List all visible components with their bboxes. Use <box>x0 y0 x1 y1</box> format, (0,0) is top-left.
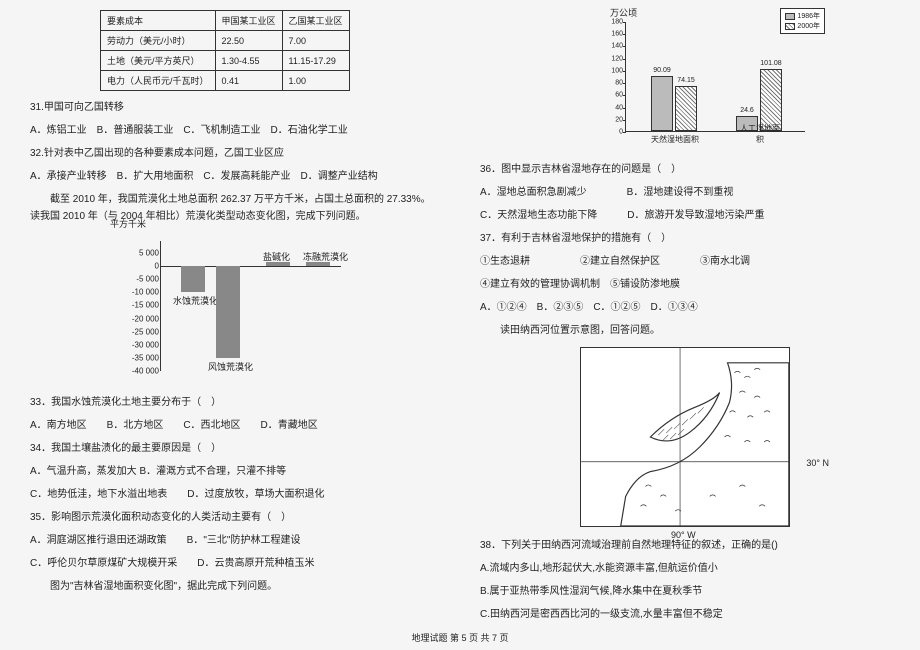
chart2-bar <box>760 69 782 131</box>
q32-opts: A．承接产业转移 B．扩大用地面积 C．发展高耗能产业 D．调整产业结构 <box>30 168 440 185</box>
q33-opts: A．南方地区 B．北方地区 C．西北地区 D．青藏地区 <box>30 417 440 434</box>
desertification-chart: 平方千米 5 0000-5 000-10 000-15 000-20 000-2… <box>30 231 440 384</box>
th: 要素成本 <box>101 11 216 31</box>
q35-stem: 35．影响图示荒漠化面积动态变化的人类活动主要有（ ） <box>30 509 440 526</box>
chart2-tick: 0 <box>598 129 623 136</box>
chart1-tick: -30 000 <box>121 340 159 349</box>
chart1-bar-label: 水蚀荒漠化 <box>173 294 218 307</box>
q34-stem: 34．我国土壤盐渍化的最主要原因是（ ） <box>30 440 440 457</box>
map-svg <box>581 348 789 526</box>
q38-b: B.属于亚热带季风性湿润气候,降水集中在夏秋季节 <box>480 583 890 600</box>
q36-optsB: C．天然湿地生态功能下降 D．旅游开发导致湿地污染严重 <box>480 207 890 224</box>
q32-stem: 32.针对表中乙国出现的各种要素成本问题，乙国工业区应 <box>30 145 440 162</box>
td: 1.30-4.55 <box>215 51 282 71</box>
chart1-tick: -10 000 <box>121 288 159 297</box>
passage1: 截至 2010 年，我国荒漠化土地总面积 262.37 万平方千米，占国土总面积… <box>30 191 440 225</box>
q34-opts: A．气温升高，蒸发加大 B．灌溉方式不合理，只灌不排等 <box>30 463 440 480</box>
chart2-bar-value: 101.08 <box>760 60 781 67</box>
chart2-tick: 160 <box>598 31 623 38</box>
chart2-tick: 140 <box>598 43 623 50</box>
q37-opts: A．①②④ B．②③⑤ C．①②⑤ D．①③④ <box>480 299 890 316</box>
td: 22.50 <box>215 31 282 51</box>
q36-optsA: A．湿地总面积急剧减少 B．湿地建设得不到重视 <box>480 184 890 201</box>
legend-swatch-1986 <box>785 13 795 20</box>
q38-a: A.流域内多山,地形起伏大,水能资源丰富,但航运价值小 <box>480 560 890 577</box>
td: 土地（美元/平方英尺） <box>101 51 216 71</box>
chart1-bar-label: 风蚀荒漠化 <box>208 360 253 373</box>
q34-opts2: C．地势低洼，地下水溢出地表 D．过度放牧，草场大面积退化 <box>30 486 440 503</box>
chart2-bar-value: 90.09 <box>653 67 671 74</box>
page-footer: 地理试题 第 5 页 共 7 页 <box>0 631 920 644</box>
chart2-tick: 120 <box>598 55 623 62</box>
wetland-chart: 万公顷 1986年 2000年 180160140120100806040200… <box>480 10 890 153</box>
chart1-tick: 5 000 <box>121 248 159 257</box>
chart2-xlabel: 人工湿地面积 <box>738 123 783 145</box>
chart1-tick: -5 000 <box>121 275 159 284</box>
q38-c: C.田纳西河是密西西比河的一级支流,水量丰富但不稳定 <box>480 606 890 623</box>
chart1-bar-label: 盐碱化 <box>263 250 290 263</box>
chart1-ylabel: 平方千米 <box>110 217 146 230</box>
td: 电力（人民币元/千瓦时） <box>101 71 216 91</box>
chart1-tick: -25 000 <box>121 327 159 336</box>
chart2-bar <box>651 76 673 131</box>
chart2-tick: 100 <box>598 67 623 74</box>
chart1-tick: -20 000 <box>121 314 159 323</box>
td: 劳动力（美元/小时） <box>101 31 216 51</box>
right-column: 万公顷 1986年 2000年 180160140120100806040200… <box>460 0 920 650</box>
chart2-tick: 40 <box>598 104 623 111</box>
chart1-tick: -15 000 <box>121 301 159 310</box>
th: 乙国某工业区 <box>282 11 349 31</box>
th: 甲国某工业区 <box>215 11 282 31</box>
chart2-bar <box>675 86 697 131</box>
left-column: 要素成本 甲国某工业区 乙国某工业区 劳动力（美元/小时） 22.50 7.00… <box>0 0 460 650</box>
chart1-bar <box>181 266 205 292</box>
q33-stem: 33．我国水蚀荒漠化土地主要分布于（ ） <box>30 394 440 411</box>
chart2-ylabel: 万公顷 <box>610 6 637 19</box>
chart1-tick: -40 000 <box>121 367 159 376</box>
td: 1.00 <box>282 71 349 91</box>
q37-line2: ④建立有效的管理协调机制 ⑤铺设防渗地膜 <box>480 276 890 293</box>
caption-left: 图为"吉林省湿地面积变化图"，据此完成下列问题。 <box>30 578 440 595</box>
caption-right: 读田纳西河位置示意图，回答问题。 <box>480 322 890 339</box>
map-lon: 90° W <box>671 530 696 540</box>
td: 11.15-17.29 <box>282 51 349 71</box>
q37-line1: ①生态退耕 ②建立自然保护区 ③南水北调 <box>480 253 890 270</box>
td: 7.00 <box>282 31 349 51</box>
legend-label: 1986年 <box>797 13 820 20</box>
chart2-xlabel: 天然湿地面积 <box>651 134 699 145</box>
chart2-tick: 20 <box>598 116 623 123</box>
cost-table: 要素成本 甲国某工业区 乙国某工业区 劳动力（美元/小时） 22.50 7.00… <box>100 10 350 91</box>
chart1-tick: -35 000 <box>121 353 159 362</box>
chart1-bar-label: 冻融荒漠化 <box>303 250 348 263</box>
chart2-tick: 80 <box>598 80 623 87</box>
q31-stem: 31.甲国可向乙国转移 <box>30 99 440 116</box>
td: 0.41 <box>215 71 282 91</box>
chart2-bar-value: 24.6 <box>740 107 754 114</box>
q36-stem: 36．图中显示吉林省湿地存在的问题是（ ） <box>480 161 890 178</box>
chart1-bar <box>216 266 240 358</box>
chart2-bar-value: 74.15 <box>677 77 695 84</box>
tennessee-map: 30° N 90° W <box>480 347 890 529</box>
chart1-tick: 0 <box>121 262 159 271</box>
q31-opts: A．炼铝工业 B．普通服装工业 C．飞机制造工业 D．石油化学工业 <box>30 122 440 139</box>
chart2-tick: 60 <box>598 92 623 99</box>
q35-opts: A．洞庭湖区推行退田还湖政策 B．"三北"防护林工程建设 <box>30 532 440 549</box>
q35-opts2: C．呼伦贝尔草原煤矿大规模开采 D．云贵高原开荒种植玉米 <box>30 555 440 572</box>
chart2-tick: 180 <box>598 19 623 26</box>
q37-stem: 37．有利于吉林省湿地保护的措施有（ ） <box>480 230 890 247</box>
map-lat: 30° N <box>806 458 829 468</box>
